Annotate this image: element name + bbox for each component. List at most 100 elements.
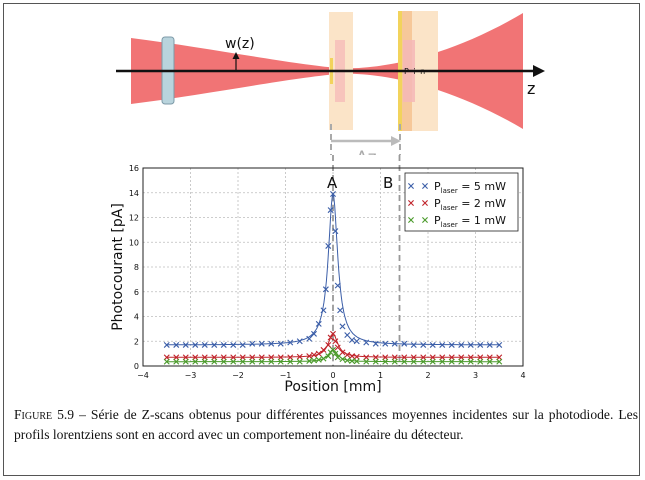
data-point (429, 354, 436, 361)
data-point (401, 340, 408, 347)
data-point (372, 340, 379, 347)
axis-arrow-icon (533, 65, 545, 77)
figure-caption: Figure 5.9 – Série de Z-scans obtenus po… (14, 405, 638, 445)
data-point (192, 341, 199, 348)
data-point (268, 354, 275, 361)
data-point (325, 242, 332, 249)
data-point (201, 341, 208, 348)
data-point (496, 354, 503, 361)
data-point (239, 354, 246, 361)
dz-label: Δz (356, 148, 377, 155)
data-point (429, 341, 436, 348)
data-point (353, 353, 360, 360)
y-tick-label: 6 (134, 288, 139, 297)
legend-marker-icon (408, 217, 414, 223)
data-point (372, 354, 379, 361)
x-tick-label: −1 (280, 371, 292, 380)
data-point (349, 337, 355, 344)
data-point (439, 358, 446, 365)
data-point (296, 338, 303, 345)
data-point (320, 346, 327, 353)
data-point (330, 330, 336, 337)
data-point (344, 332, 351, 339)
data-point (477, 358, 484, 365)
data-point (467, 358, 474, 365)
pin-label: P i n (404, 67, 426, 76)
data-point (322, 286, 329, 293)
data-point (334, 344, 341, 351)
legend-label: Plaser = 2 mW (434, 197, 506, 212)
data-point (486, 358, 493, 365)
legend-marker-icon (422, 183, 428, 189)
y-tick-label: 10 (129, 238, 139, 247)
x-tick-label: −4 (137, 371, 149, 380)
y-tick-label: 0 (134, 362, 139, 371)
beam-width-arrowhead-icon (232, 52, 240, 59)
data-point (230, 358, 237, 365)
data-point (211, 354, 218, 361)
data-point (353, 338, 360, 345)
data-point (249, 354, 256, 361)
data-point (382, 358, 389, 365)
data-point (486, 354, 493, 361)
legend-label: Plaser = 1 mW (434, 214, 506, 229)
data-point (332, 338, 339, 345)
data-point (230, 354, 237, 361)
zscan-schematic: w(z) z P i n Δz (116, 11, 545, 155)
data-point (315, 356, 322, 363)
data-point (239, 358, 246, 365)
y-tick-label: 2 (134, 337, 139, 346)
data-point (287, 354, 294, 361)
data-point (477, 354, 484, 361)
data-point (192, 354, 199, 361)
data-point (311, 351, 317, 358)
data-point (486, 341, 493, 348)
data-point (182, 341, 189, 348)
data-point (220, 354, 227, 361)
data-point (337, 307, 344, 314)
data-point (467, 354, 474, 361)
data-point (296, 353, 303, 360)
x-tick-label: 1 (378, 371, 383, 380)
data-point (420, 354, 427, 361)
caption-text: – Série de Z-scans obtenus pour différen… (14, 407, 638, 442)
y-axis-label: Photocourant [pA] (110, 203, 126, 331)
data-point (268, 358, 275, 365)
data-point (429, 358, 436, 365)
x-tick-label: 0 (330, 371, 335, 380)
data-point (268, 340, 275, 347)
x-tick-label: −3 (185, 371, 197, 380)
legend-marker-icon (422, 217, 428, 223)
x-axis-label: Position [mm] (284, 379, 381, 395)
data-point (163, 358, 170, 365)
data-point (258, 358, 265, 365)
x-tick-label: −2 (232, 371, 244, 380)
data-point (372, 358, 379, 365)
data-point (332, 228, 339, 235)
data-point (306, 353, 313, 360)
data-point (332, 350, 339, 357)
data-point (192, 358, 199, 365)
data-point (320, 355, 327, 362)
legend-marker-icon (422, 200, 428, 206)
marker-b: B (383, 174, 393, 192)
data-point (339, 356, 346, 363)
data-point (182, 358, 189, 365)
data-point (458, 358, 465, 365)
data-point (211, 341, 218, 348)
data-point (220, 341, 227, 348)
data-point (182, 354, 189, 361)
data-point (173, 354, 180, 361)
data-point (211, 358, 218, 365)
data-point (220, 358, 227, 365)
x-tick-label: 3 (473, 371, 478, 380)
data-point (249, 358, 256, 365)
data-point (325, 353, 332, 360)
data-point (334, 282, 341, 289)
data-point (458, 341, 465, 348)
data-point (334, 354, 341, 361)
data-point (306, 335, 313, 342)
data-point (349, 358, 355, 365)
figure-frame (3, 3, 640, 476)
data-point (410, 354, 417, 361)
